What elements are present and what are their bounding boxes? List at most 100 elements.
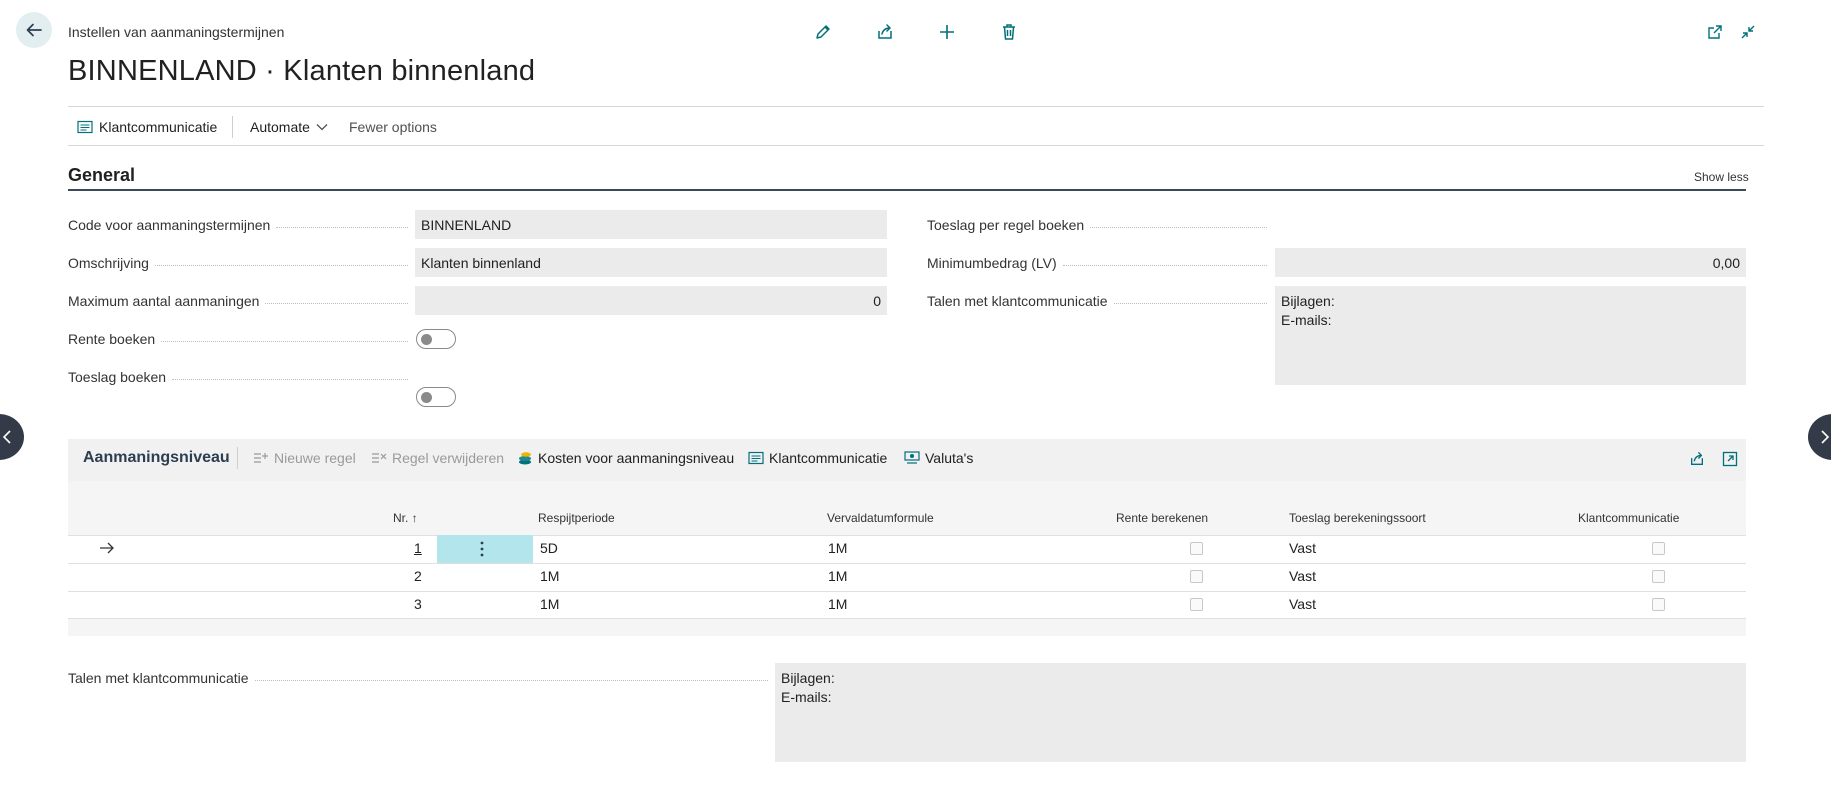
toeslag-boeken-toggle[interactable] bbox=[416, 387, 456, 407]
row-1-nr[interactable]: 1 bbox=[414, 540, 422, 556]
row-3-nr[interactable]: 3 bbox=[414, 596, 422, 612]
row-3-respijt[interactable]: 1M bbox=[540, 596, 560, 612]
open-new-window-icon bbox=[1708, 25, 1722, 39]
max-aanmaningen-label-text: Maximum aantal aanmaningen bbox=[68, 293, 260, 309]
new-button[interactable] bbox=[935, 20, 959, 44]
table-row[interactable] bbox=[68, 563, 1746, 591]
row-1-klantcomm-checkbox[interactable] bbox=[1652, 542, 1665, 555]
actionbar-bottom-divider bbox=[68, 145, 1764, 146]
kosten-button[interactable]: Kosten voor aanmaningsniveau bbox=[517, 448, 734, 468]
code-field[interactable]: BINNENLAND bbox=[415, 210, 887, 239]
automate-label: Automate bbox=[250, 119, 310, 135]
klantcommunicatie-action[interactable]: Klantcommunicatie bbox=[77, 117, 217, 137]
next-record-button[interactable] bbox=[1808, 414, 1831, 460]
col-nr[interactable]: Nr. ↑ bbox=[393, 511, 418, 525]
subpage-expand-button[interactable] bbox=[1718, 447, 1742, 471]
omschrijving-label-text: Omschrijving bbox=[68, 255, 149, 271]
sp-klantcommunicatie-button[interactable]: Klantcommunicatie bbox=[748, 448, 887, 468]
omschrijving-field[interactable]: Klanten binnenland bbox=[415, 248, 887, 277]
row-3-rente-checkbox[interactable] bbox=[1190, 598, 1203, 611]
col-respijtperiode[interactable]: Respijtperiode bbox=[538, 511, 615, 525]
new-line-icon bbox=[254, 453, 268, 463]
table-row[interactable] bbox=[68, 535, 1746, 563]
regel-verwijderen-label: Regel verwijderen bbox=[392, 450, 505, 466]
subpage-divider bbox=[237, 447, 238, 469]
valutas-label: Valuta's bbox=[925, 450, 974, 466]
valutas-button[interactable]: Valuta's bbox=[904, 448, 973, 468]
ellipsis-vertical-icon bbox=[480, 541, 484, 557]
row-1-toeslag[interactable]: Vast bbox=[1289, 540, 1316, 556]
col-klantcommunicatie[interactable]: Klantcommunicatie bbox=[1578, 511, 1680, 525]
col-rente-berekenen[interactable]: Rente berekenen bbox=[1116, 511, 1209, 525]
talen-bijlagen: Bijlagen: bbox=[1281, 293, 1335, 309]
show-less-link[interactable]: Show less bbox=[1694, 170, 1749, 184]
row-3-klantcomm-checkbox[interactable] bbox=[1652, 598, 1665, 611]
edit-icon bbox=[816, 25, 830, 39]
fewer-options-button[interactable]: Fewer options bbox=[349, 117, 437, 137]
arrow-left-icon bbox=[26, 23, 42, 37]
row-1-vervaldatum[interactable]: 1M bbox=[828, 540, 848, 556]
row-actions-cell[interactable] bbox=[437, 535, 533, 563]
arrow-right-icon bbox=[100, 542, 114, 554]
row-2-nr[interactable]: 2 bbox=[414, 568, 422, 584]
footer-talen-field[interactable]: Bijlagen: E-mails: bbox=[775, 663, 1746, 762]
row-1-respijt[interactable]: 5D bbox=[540, 540, 558, 556]
nieuwe-regel-button[interactable]: Nieuwe regel bbox=[253, 448, 356, 468]
row-2-respijt[interactable]: 1M bbox=[540, 568, 560, 584]
minimumbedrag-label: Minimumbedrag (LV) bbox=[927, 253, 1267, 273]
minimumbedrag-field[interactable]: 0,00 bbox=[1275, 248, 1746, 277]
coins-icon bbox=[519, 452, 531, 465]
minimumbedrag-label-text: Minimumbedrag (LV) bbox=[927, 255, 1057, 271]
automate-menu[interactable]: Automate bbox=[250, 117, 328, 137]
toeslag-regel-label-text: Toeslag per regel boeken bbox=[927, 217, 1085, 233]
nieuwe-regel-label: Nieuwe regel bbox=[274, 450, 356, 466]
collapse-icon bbox=[1741, 25, 1755, 39]
max-aanmaningen-field[interactable]: 0 bbox=[415, 286, 887, 315]
list-icon bbox=[748, 451, 764, 465]
toeslag-boeken-label-text: Toeslag boeken bbox=[68, 369, 167, 385]
chevron-left-icon bbox=[2, 430, 11, 444]
max-aanmaningen-label: Maximum aantal aanmaningen bbox=[68, 291, 408, 311]
talen-label: Talen met klantcommunicatie bbox=[927, 291, 1267, 311]
talen-field[interactable]: Bijlagen: E-mails: bbox=[1275, 286, 1746, 385]
row-menu-button[interactable] bbox=[474, 539, 490, 559]
fewer-options-label: Fewer options bbox=[349, 119, 437, 135]
action-divider bbox=[232, 116, 233, 138]
chevron-down-icon bbox=[316, 124, 328, 131]
edit-button[interactable] bbox=[811, 20, 835, 44]
collapse-button[interactable] bbox=[1736, 20, 1760, 44]
rente-boeken-label: Rente boeken bbox=[68, 329, 408, 349]
subpage-share-button[interactable] bbox=[1685, 447, 1709, 471]
previous-record-button[interactable] bbox=[0, 414, 24, 460]
row-2-vervaldatum[interactable]: 1M bbox=[828, 568, 848, 584]
general-section-title[interactable]: General bbox=[68, 165, 136, 185]
table-row[interactable] bbox=[68, 591, 1746, 619]
expand-icon bbox=[1722, 451, 1738, 467]
actionbar-top-divider bbox=[68, 106, 1764, 107]
row-2-toeslag[interactable]: Vast bbox=[1289, 568, 1316, 584]
col-toeslag-berekeningssoort[interactable]: Toeslag berekeningssoort bbox=[1289, 511, 1426, 525]
col-vervaldatumformule[interactable]: Vervaldatumformule bbox=[827, 511, 934, 525]
toeslag-regel-label: Toeslag per regel boeken bbox=[927, 215, 1267, 235]
regel-verwijderen-button[interactable]: Regel verwijderen bbox=[371, 448, 504, 468]
row-3-toeslag[interactable]: Vast bbox=[1289, 596, 1316, 612]
list-icon bbox=[77, 120, 93, 134]
row-3-vervaldatum[interactable]: 1M bbox=[828, 596, 848, 612]
share-button[interactable] bbox=[873, 20, 897, 44]
back-button[interactable] bbox=[16, 12, 52, 48]
current-row-indicator bbox=[99, 541, 115, 560]
open-new-window-button[interactable] bbox=[1703, 20, 1727, 44]
row-1-rente-checkbox[interactable] bbox=[1190, 542, 1203, 555]
subpage-title[interactable]: Aanmaningsniveau bbox=[83, 449, 230, 466]
delete-button[interactable] bbox=[997, 20, 1021, 44]
footer-bijlagen: Bijlagen: bbox=[781, 670, 835, 686]
rente-boeken-toggle[interactable] bbox=[416, 329, 456, 349]
row-2-rente-checkbox[interactable] bbox=[1190, 570, 1203, 583]
row-2-klantcomm-checkbox[interactable] bbox=[1652, 570, 1665, 583]
breadcrumb: Instellen van aanmaningstermijnen bbox=[68, 24, 285, 40]
share-icon bbox=[1691, 452, 1703, 465]
kosten-label: Kosten voor aanmaningsniveau bbox=[538, 450, 735, 466]
footer-talen-label-text: Talen met klantcommunicatie bbox=[68, 670, 249, 686]
omschrijving-label: Omschrijving bbox=[68, 253, 408, 273]
code-label: Code voor aanmaningstermijnen bbox=[68, 215, 408, 235]
